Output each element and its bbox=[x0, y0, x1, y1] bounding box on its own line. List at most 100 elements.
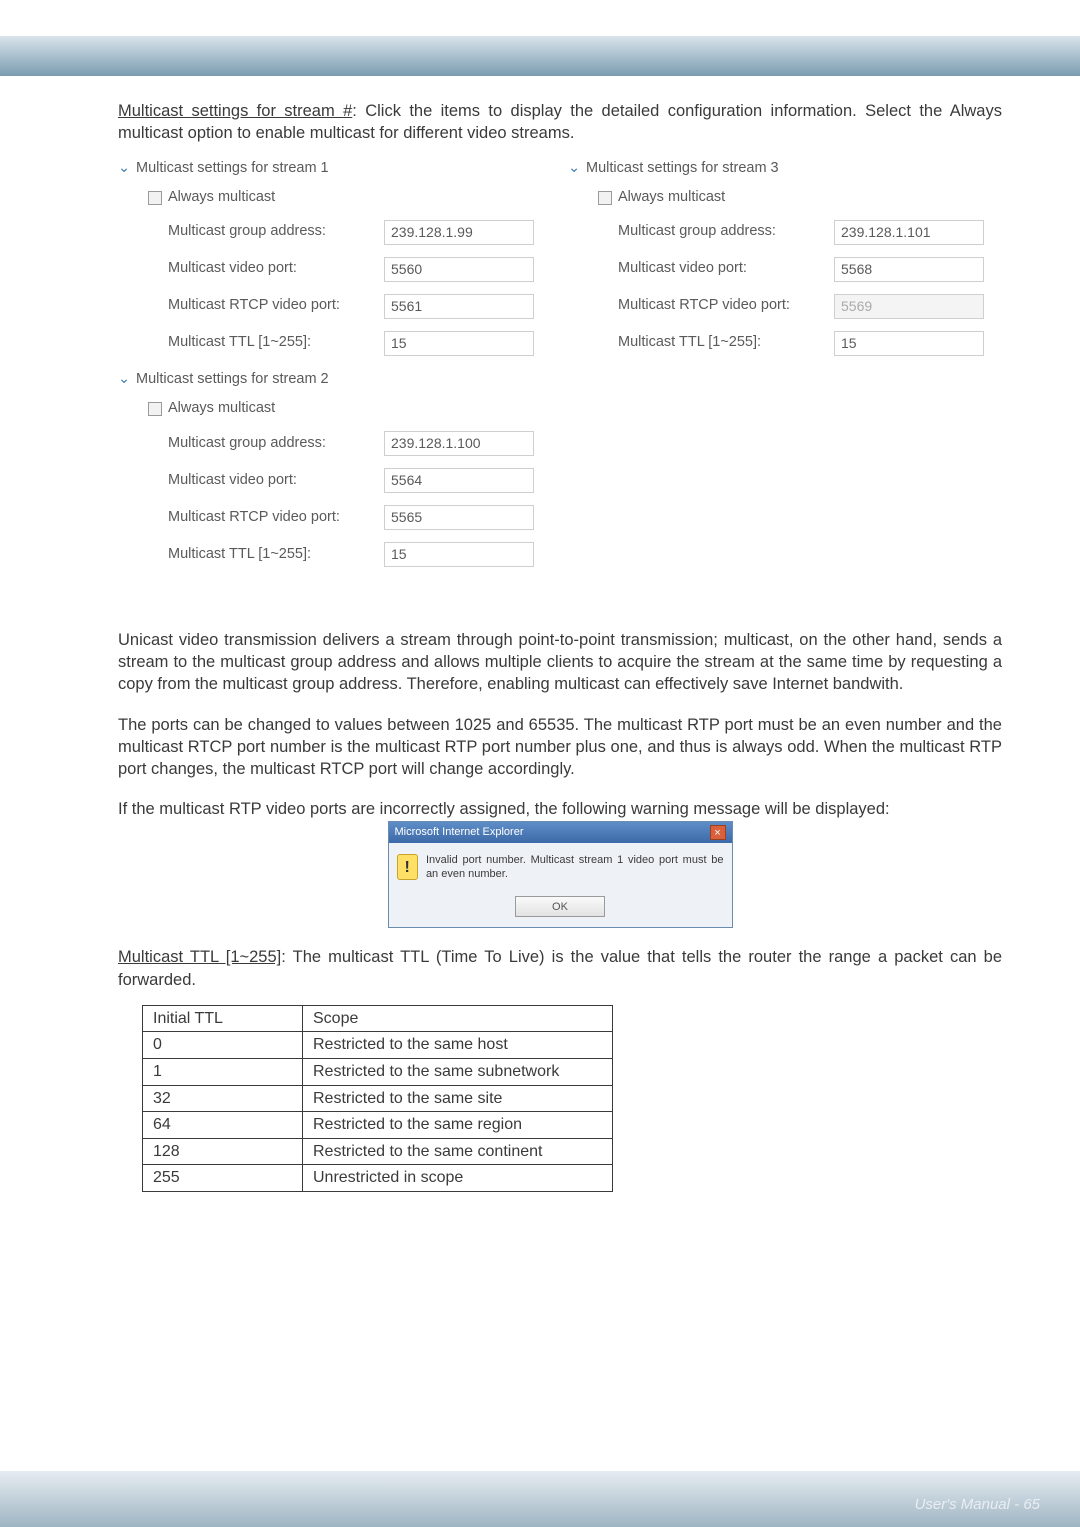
page-header: VIVOTEK bbox=[0, 0, 1080, 70]
stream-3-always-checkbox[interactable] bbox=[598, 191, 612, 205]
header-gradient: VIVOTEK bbox=[0, 36, 1080, 76]
stream-2-field-input[interactable] bbox=[384, 468, 534, 493]
table-row: 255Unrestricted in scope bbox=[143, 1165, 613, 1192]
stream-2-field-label: Multicast video port: bbox=[168, 471, 384, 491]
chevron-down-icon: ⌄ bbox=[568, 159, 582, 179]
table-row: 64Restricted to the same region bbox=[143, 1112, 613, 1139]
body-p1: Unicast video transmission delivers a st… bbox=[118, 629, 1002, 696]
dialog-footer: OK bbox=[389, 892, 732, 927]
table-cell: 255 bbox=[143, 1165, 303, 1192]
stream-3-field-label: Multicast video port: bbox=[618, 259, 834, 279]
stream-1-field-input[interactable] bbox=[384, 331, 534, 356]
stream-3-field-input[interactable] bbox=[834, 257, 984, 282]
stream-3-row: Multicast TTL [1~255]: bbox=[598, 331, 1002, 356]
table-cell: 1 bbox=[143, 1059, 303, 1086]
ttl-lead: Multicast TTL [1~255] bbox=[118, 948, 281, 966]
footer-label: User's Manual - bbox=[915, 1496, 1024, 1513]
table-cell: Restricted to the same subnetwork bbox=[303, 1059, 613, 1086]
table-cell: Restricted to the same continent bbox=[303, 1138, 613, 1165]
stream-2-title-text: Multicast settings for stream 2 bbox=[136, 371, 329, 387]
chevron-down-icon: ⌄ bbox=[118, 370, 132, 390]
footer-page: 65 bbox=[1023, 1496, 1040, 1513]
stream-3-title[interactable]: ⌄ Multicast settings for stream 3 bbox=[568, 159, 1002, 179]
stream-2-title[interactable]: ⌄ Multicast settings for stream 2 bbox=[118, 370, 552, 390]
dialog-titlebar: Microsoft Internet Explorer × bbox=[389, 822, 732, 843]
stream-2-field-input[interactable] bbox=[384, 505, 534, 530]
table-row: Initial TTLScope bbox=[143, 1005, 613, 1032]
stream-2-field-label: Multicast group address: bbox=[168, 434, 384, 454]
stream-3-always-row: Always multicast bbox=[598, 188, 1002, 208]
table-cell: Scope bbox=[303, 1005, 613, 1032]
stream-2-row: Multicast TTL [1~255]: bbox=[148, 542, 552, 567]
stream-3-row: Multicast video port: bbox=[598, 257, 1002, 282]
stream-1-field-label: Multicast TTL [1~255]: bbox=[168, 333, 384, 353]
header-top bbox=[0, 0, 1080, 36]
brand-label: VIVOTEK bbox=[962, 84, 1040, 104]
stream-1-field-input[interactable] bbox=[384, 257, 534, 282]
stream-3: ⌄ Multicast settings for stream 3 Always… bbox=[568, 159, 1002, 356]
dialog-title: Microsoft Internet Explorer bbox=[395, 825, 524, 840]
stream-1-always-label: Always multicast bbox=[168, 188, 384, 208]
stream-3-field-label: Multicast RTCP video port: bbox=[618, 296, 834, 316]
body-p2: The ports can be changed to values betwe… bbox=[118, 714, 1002, 781]
warning-icon: ! bbox=[397, 854, 418, 880]
stream-2: ⌄ Multicast settings for stream 2 Always… bbox=[118, 370, 552, 567]
table-cell: Restricted to the same host bbox=[303, 1032, 613, 1059]
stream-1-field-label: Multicast video port: bbox=[168, 259, 384, 279]
page-footer: User's Manual - 65 bbox=[0, 1471, 1080, 1527]
stream-2-field-input[interactable] bbox=[384, 542, 534, 567]
stream-1-row: Multicast group address: bbox=[148, 220, 552, 245]
stream-2-row: Multicast RTCP video port: bbox=[148, 505, 552, 530]
stream-3-field-label: Multicast TTL [1~255]: bbox=[618, 333, 834, 353]
table-row: 32Restricted to the same site bbox=[143, 1085, 613, 1112]
intro-lead: Multicast settings for stream # bbox=[118, 102, 352, 120]
stream-2-field-input[interactable] bbox=[384, 431, 534, 456]
stream-1-field-label: Multicast RTCP video port: bbox=[168, 296, 384, 316]
ok-button[interactable]: OK bbox=[515, 896, 605, 917]
stream-2-field-label: Multicast RTCP video port: bbox=[168, 508, 384, 528]
dialog-body: ! Invalid port number. Multicast stream … bbox=[389, 843, 732, 893]
stream-3-field-input bbox=[834, 294, 984, 319]
body-text: Unicast video transmission delivers a st… bbox=[118, 629, 1002, 929]
stream-1: ⌄ Multicast settings for stream 1 Always… bbox=[118, 159, 552, 356]
table-row: 1Restricted to the same subnetwork bbox=[143, 1059, 613, 1086]
dialog-message: Invalid port number. Multicast stream 1 … bbox=[426, 853, 724, 883]
settings-col-left: ⌄ Multicast settings for stream 1 Always… bbox=[118, 151, 552, 581]
settings-area: ⌄ Multicast settings for stream 1 Always… bbox=[118, 151, 1002, 581]
stream-1-field-input[interactable] bbox=[384, 220, 534, 245]
stream-2-always-row: Always multicast bbox=[148, 399, 552, 419]
stream-3-title-text: Multicast settings for stream 3 bbox=[586, 160, 779, 176]
table-cell: 32 bbox=[143, 1085, 303, 1112]
stream-2-always-checkbox[interactable] bbox=[148, 402, 162, 416]
stream-3-row: Multicast RTCP video port: bbox=[598, 294, 1002, 319]
table-cell: 64 bbox=[143, 1112, 303, 1139]
stream-1-always-checkbox[interactable] bbox=[148, 191, 162, 205]
stream-1-always-row: Always multicast bbox=[148, 188, 552, 208]
stream-2-row: Multicast video port: bbox=[148, 468, 552, 493]
ttl-table: Initial TTLScope0Restricted to the same … bbox=[142, 1005, 613, 1192]
stream-3-field-label: Multicast group address: bbox=[618, 222, 834, 242]
stream-3-field-input[interactable] bbox=[834, 331, 984, 356]
stream-1-field-input[interactable] bbox=[384, 294, 534, 319]
stream-1-row: Multicast TTL [1~255]: bbox=[148, 331, 552, 356]
page-content: Multicast settings for stream #: Click t… bbox=[0, 70, 1080, 1192]
stream-3-field-input[interactable] bbox=[834, 220, 984, 245]
stream-1-title-text: Multicast settings for stream 1 bbox=[136, 160, 329, 176]
stream-3-always-label: Always multicast bbox=[618, 188, 834, 208]
table-row: 0Restricted to the same host bbox=[143, 1032, 613, 1059]
table-row: 128Restricted to the same continent bbox=[143, 1138, 613, 1165]
stream-3-row: Multicast group address: bbox=[598, 220, 1002, 245]
body-p3: If the multicast RTP video ports are inc… bbox=[118, 798, 1002, 820]
settings-col-right: ⌄ Multicast settings for stream 3 Always… bbox=[568, 151, 1002, 581]
table-cell: Unrestricted in scope bbox=[303, 1165, 613, 1192]
stream-1-title[interactable]: ⌄ Multicast settings for stream 1 bbox=[118, 159, 552, 179]
warning-dialog: Microsoft Internet Explorer × ! Invalid … bbox=[388, 821, 733, 929]
table-cell: Restricted to the same region bbox=[303, 1112, 613, 1139]
table-cell: Restricted to the same site bbox=[303, 1085, 613, 1112]
stream-1-row: Multicast video port: bbox=[148, 257, 552, 282]
close-icon[interactable]: × bbox=[710, 825, 726, 840]
stream-1-field-label: Multicast group address: bbox=[168, 222, 384, 242]
stream-2-always-label: Always multicast bbox=[168, 399, 384, 419]
stream-1-row: Multicast RTCP video port: bbox=[148, 294, 552, 319]
table-cell: Initial TTL bbox=[143, 1005, 303, 1032]
